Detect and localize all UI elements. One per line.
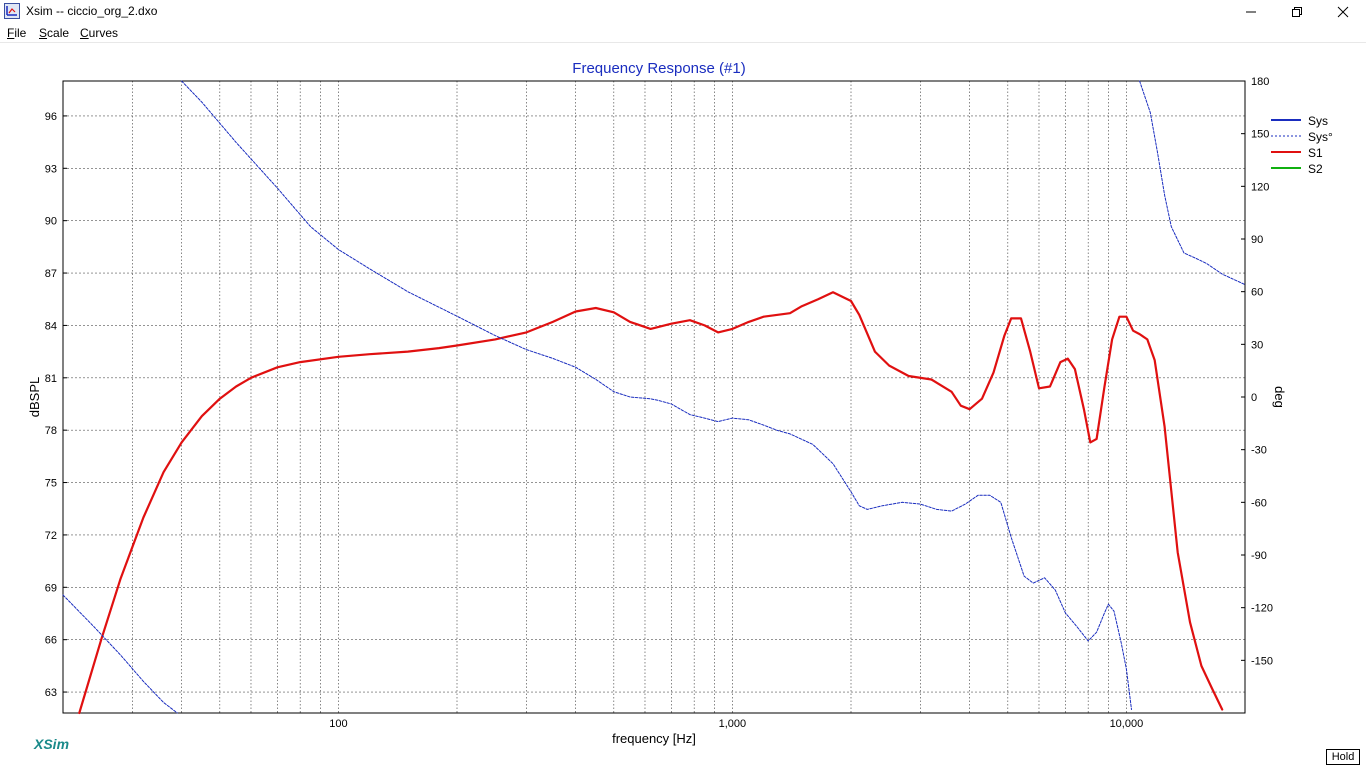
y-right-tick-label: 30 xyxy=(1251,339,1263,351)
menu-scale[interactable]: Scale xyxy=(39,26,69,40)
maximize-button[interactable] xyxy=(1274,0,1320,23)
y-left-tick-label: 72 xyxy=(45,530,57,542)
legend[interactable]: Sys Sys° S1 S2 xyxy=(1271,114,1333,176)
y-right-tick-label: 60 xyxy=(1251,287,1263,299)
minimize-button[interactable] xyxy=(1228,0,1274,23)
hold-button[interactable]: Hold xyxy=(1326,749,1360,765)
y-left-tick-label: 78 xyxy=(45,425,57,437)
title-bar: Xsim -- ciccio_org_2.dxo xyxy=(0,0,1366,23)
series-layer xyxy=(62,80,1246,715)
close-button[interactable] xyxy=(1320,0,1366,23)
y-left-tick-label: 87 xyxy=(45,268,57,280)
x-axis-label: frequency [Hz] xyxy=(612,731,696,746)
y-left-tick-label: 93 xyxy=(45,163,57,175)
x-tick-label: 100 xyxy=(329,718,347,730)
y-right-tick-label: 120 xyxy=(1251,181,1269,193)
y-left-tick-label: 75 xyxy=(45,478,57,490)
minimize-icon xyxy=(1246,11,1256,12)
app-icon xyxy=(4,3,20,19)
window-title: Xsim -- ciccio_org_2.dxo xyxy=(26,4,158,18)
y-right-tick-label: -150 xyxy=(1251,655,1273,667)
y-left-tick-label: 63 xyxy=(45,687,57,699)
menu-bar: File Scale Curves xyxy=(0,23,1366,43)
xsim-logo: XSim xyxy=(34,736,70,752)
menu-file[interactable]: File xyxy=(7,26,26,40)
y-right-tick-label: 0 xyxy=(1251,392,1257,404)
y-left-tick-label: 90 xyxy=(45,216,57,228)
menu-file-label: ile xyxy=(14,26,27,40)
legend-label: S1 xyxy=(1308,146,1323,160)
plot-frame xyxy=(62,80,1246,714)
restore-icon xyxy=(1292,6,1302,17)
y-left-tick-label: 84 xyxy=(45,320,57,332)
menu-scale-label: cale xyxy=(47,26,70,40)
y-right-tick-label: -30 xyxy=(1251,445,1267,457)
close-icon xyxy=(1337,6,1349,17)
x-tick-label: 1,000 xyxy=(719,718,747,730)
menu-file-accel: F xyxy=(7,26,15,40)
y-left-tick-label: 66 xyxy=(45,635,57,647)
legend-label: S2 xyxy=(1308,162,1323,176)
x-tick-label: 10,000 xyxy=(1110,718,1144,730)
y-left-tick-label: 69 xyxy=(45,582,57,594)
plot-area xyxy=(0,43,1366,768)
y-left-tick-label: 81 xyxy=(45,373,57,385)
tick-layer: 100 1,000 10,000 63 66 69 72 75 78 81 84 87 90 93 96 -1… xyxy=(45,76,1273,730)
series-line-s1 xyxy=(78,291,1224,715)
legend-label: Sys xyxy=(1308,114,1328,128)
legend-label: Sys° xyxy=(1308,130,1333,144)
chart-title: Frequency Response (#1) xyxy=(572,60,745,77)
menu-curves-label: urves xyxy=(88,26,119,40)
y-right-tick-label: -60 xyxy=(1251,497,1267,509)
y-axis-right-label: deg xyxy=(1272,386,1287,408)
menu-curves[interactable]: Curves xyxy=(80,26,118,40)
grid-layer xyxy=(63,81,1245,713)
y-right-tick-label: 150 xyxy=(1251,129,1269,141)
y-right-tick-label: -120 xyxy=(1251,603,1273,615)
y-right-tick-label: -90 xyxy=(1251,550,1267,562)
y-left-tick-label: 96 xyxy=(45,111,57,123)
menu-scale-accel: S xyxy=(39,26,48,40)
y-right-tick-label: 180 xyxy=(1251,76,1269,88)
menu-curves-accel: C xyxy=(80,26,89,40)
series-line-sys-phase xyxy=(62,80,1246,714)
y-axis-left-label: dBSPL xyxy=(27,377,42,417)
y-right-tick-label: 90 xyxy=(1251,234,1263,246)
